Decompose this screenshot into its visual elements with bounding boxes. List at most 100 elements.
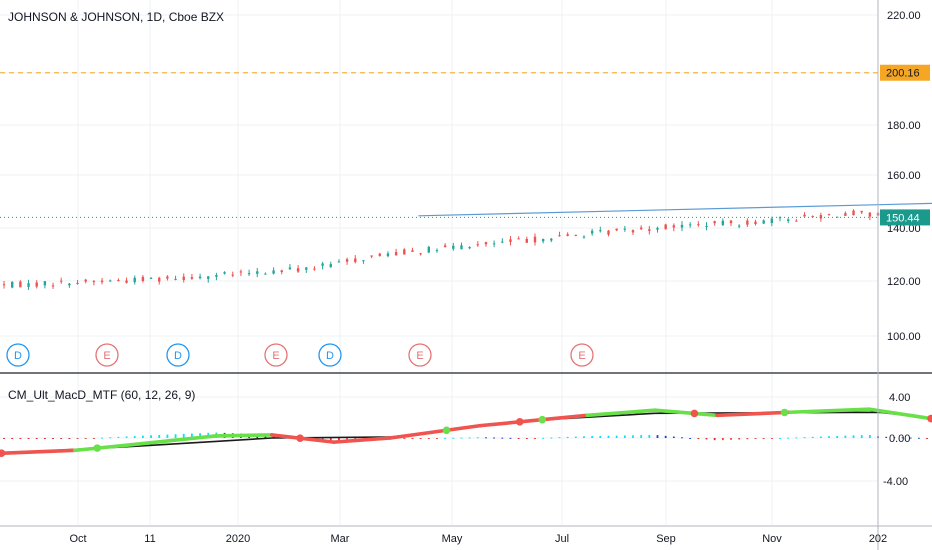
candle[interactable] — [386, 253, 390, 257]
candle[interactable] — [501, 241, 504, 243]
macd-line-segment[interactable] — [332, 436, 393, 444]
candle[interactable] — [737, 225, 741, 227]
candle[interactable] — [207, 276, 210, 279]
candle[interactable] — [615, 228, 618, 231]
candle[interactable] — [476, 244, 479, 246]
candle[interactable] — [231, 274, 234, 276]
candle[interactable] — [664, 224, 667, 230]
candle[interactable] — [786, 219, 790, 221]
candle[interactable] — [100, 280, 104, 283]
candle[interactable] — [362, 260, 365, 262]
earnings-marker[interactable]: E — [408, 343, 432, 367]
candle[interactable] — [305, 267, 308, 270]
candle[interactable] — [509, 239, 512, 242]
macd-line-segment[interactable] — [72, 442, 139, 453]
candle[interactable] — [190, 277, 194, 279]
candle[interactable] — [827, 214, 831, 216]
candle[interactable] — [860, 210, 863, 213]
candle[interactable] — [721, 220, 725, 226]
macd-line-segment[interactable] — [867, 407, 932, 421]
signal-line[interactable] — [0, 381, 932, 482]
candle[interactable] — [166, 276, 169, 279]
dividend-marker[interactable]: D — [166, 343, 190, 367]
candle[interactable] — [468, 247, 471, 249]
candle[interactable] — [411, 250, 414, 252]
candle[interactable] — [713, 221, 716, 224]
candle[interactable] — [403, 249, 406, 255]
candle[interactable] — [321, 263, 324, 266]
candle[interactable] — [345, 259, 349, 262]
candle[interactable] — [435, 250, 439, 252]
macd-line-segment[interactable] — [478, 413, 590, 428]
drawings[interactable] — [0, 72, 932, 338]
candle[interactable] — [819, 215, 823, 219]
candle[interactable] — [51, 285, 55, 287]
candle[interactable] — [198, 276, 202, 279]
candle[interactable] — [770, 218, 774, 224]
candle[interactable] — [370, 255, 373, 257]
candle[interactable] — [280, 270, 283, 273]
candle[interactable] — [803, 214, 806, 217]
candle[interactable] — [639, 227, 643, 230]
candle[interactable] — [133, 277, 136, 283]
last-price-tag[interactable] — [880, 209, 930, 226]
candle[interactable] — [27, 283, 30, 287]
candle[interactable] — [844, 213, 847, 216]
macd-line-segment[interactable] — [0, 448, 77, 456]
earnings-marker[interactable]: E — [264, 343, 288, 367]
candle[interactable] — [264, 273, 267, 275]
candle[interactable] — [43, 281, 47, 286]
candle[interactable] — [427, 246, 430, 253]
macd-line-segment[interactable] — [585, 408, 657, 418]
candle[interactable] — [868, 212, 872, 217]
candle[interactable] — [460, 245, 463, 250]
candle[interactable] — [117, 280, 120, 282]
candle[interactable] — [19, 281, 22, 288]
macd-line-segment[interactable] — [213, 433, 274, 438]
candle[interactable] — [158, 277, 161, 282]
candle[interactable] — [378, 253, 381, 256]
dividend-marker[interactable]: D — [6, 343, 30, 367]
dividend-marker[interactable]: D — [318, 343, 342, 367]
candle[interactable] — [484, 242, 488, 245]
candle[interactable] — [125, 280, 128, 283]
candle[interactable] — [354, 258, 357, 263]
candle[interactable] — [656, 227, 659, 230]
candle[interactable] — [623, 228, 627, 230]
candle[interactable] — [607, 230, 610, 235]
candle[interactable] — [746, 220, 749, 225]
macd-line-segment[interactable] — [788, 407, 871, 415]
candle[interactable] — [296, 268, 300, 272]
candle[interactable] — [174, 278, 177, 280]
macd-pane[interactable] — [0, 372, 932, 508]
candle[interactable] — [795, 220, 798, 222]
candle[interactable] — [762, 220, 765, 224]
candle[interactable] — [68, 283, 71, 286]
candle[interactable] — [11, 281, 14, 288]
candle[interactable] — [149, 277, 153, 279]
macd-line-segment[interactable] — [134, 434, 218, 446]
macd-line-segment[interactable] — [388, 423, 483, 440]
candle[interactable] — [443, 245, 447, 248]
candle[interactable] — [2, 284, 6, 286]
earnings-marker[interactable]: E — [570, 343, 594, 367]
candle[interactable] — [541, 238, 545, 242]
candle[interactable] — [223, 272, 226, 274]
candle[interactable] — [754, 221, 757, 225]
candle[interactable] — [256, 271, 259, 274]
resistance-price-tag[interactable] — [880, 64, 930, 81]
price-pane[interactable] — [0, 194, 932, 343]
candle[interactable] — [92, 281, 96, 283]
candle[interactable] — [419, 253, 422, 255]
candle[interactable] — [697, 224, 700, 226]
candle[interactable] — [182, 276, 185, 280]
candle[interactable] — [84, 279, 87, 282]
candle[interactable] — [492, 243, 496, 245]
candle[interactable] — [60, 280, 63, 282]
candle[interactable] — [550, 238, 553, 241]
candle[interactable] — [247, 273, 251, 275]
candle[interactable] — [631, 230, 635, 233]
